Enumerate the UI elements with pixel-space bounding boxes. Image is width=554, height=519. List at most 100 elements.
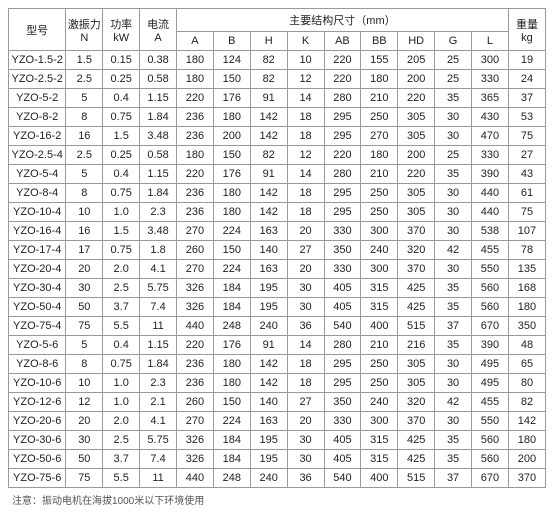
cell-model: YZO-2.5-2 xyxy=(9,70,66,89)
cell-value: 2.0 xyxy=(103,412,140,431)
cell-value: 1.84 xyxy=(140,184,177,203)
cell-value: 18 xyxy=(287,355,324,374)
cell-value: 180 xyxy=(213,374,250,393)
cell-value: 5.75 xyxy=(140,431,177,450)
cell-value: 10 xyxy=(66,374,103,393)
cell-value: 61 xyxy=(508,184,545,203)
table-header: 型号 激振力N 功率kW 电流A 主要结构尺寸（mm） 重量kg ABHKABB… xyxy=(9,9,546,51)
cell-value: 365 xyxy=(472,89,509,108)
cell-value: 36 xyxy=(287,469,324,488)
cell-value: 30 xyxy=(435,355,472,374)
cell-value: 27 xyxy=(287,393,324,412)
col-dim-g: G xyxy=(435,32,472,51)
cell-value: 220 xyxy=(177,165,214,184)
cell-value: 150 xyxy=(213,70,250,89)
cell-value: 195 xyxy=(250,298,287,317)
table-row: YZO-75-6755.5114402482403654040051537670… xyxy=(9,469,546,488)
cell-value: 1.5 xyxy=(66,51,103,70)
cell-value: 5.5 xyxy=(103,317,140,336)
cell-value: 176 xyxy=(213,89,250,108)
cell-value: 670 xyxy=(472,469,509,488)
cell-value: 2.3 xyxy=(140,203,177,222)
cell-value: 20 xyxy=(287,222,324,241)
cell-value: 295 xyxy=(324,355,361,374)
cell-value: 200 xyxy=(508,450,545,469)
cell-value: 295 xyxy=(324,374,361,393)
cell-value: 295 xyxy=(324,184,361,203)
cell-value: 142 xyxy=(508,412,545,431)
cell-value: 16 xyxy=(66,127,103,146)
cell-value: 142 xyxy=(250,374,287,393)
cell-model: YZO-20-4 xyxy=(9,260,66,279)
cell-value: 1.0 xyxy=(103,374,140,393)
cell-value: 25 xyxy=(435,146,472,165)
cell-value: 195 xyxy=(250,431,287,450)
cell-value: 260 xyxy=(177,393,214,412)
cell-value: 560 xyxy=(472,279,509,298)
cell-value: 2.5 xyxy=(103,279,140,298)
table-row: YZO-8-280.751.84236180142182952503053043… xyxy=(9,108,546,127)
cell-model: YZO-1.5-2 xyxy=(9,51,66,70)
cell-value: 10 xyxy=(287,51,324,70)
cell-value: 75 xyxy=(508,127,545,146)
cell-model: YZO-10-4 xyxy=(9,203,66,222)
cell-value: 0.15 xyxy=(103,51,140,70)
table-row: YZO-5-250.41.152201769114280210220353653… xyxy=(9,89,546,108)
cell-value: 326 xyxy=(177,279,214,298)
cell-value: 163 xyxy=(250,260,287,279)
table-row: YZO-50-4503.77.4326184195304053154253556… xyxy=(9,298,546,317)
cell-value: 1.15 xyxy=(140,165,177,184)
cell-value: 30 xyxy=(435,108,472,127)
cell-model: YZO-8-2 xyxy=(9,108,66,127)
cell-value: 37 xyxy=(435,469,472,488)
cell-value: 224 xyxy=(213,412,250,431)
cell-value: 0.75 xyxy=(103,241,140,260)
cell-value: 495 xyxy=(472,355,509,374)
cell-value: 163 xyxy=(250,412,287,431)
cell-value: 220 xyxy=(177,336,214,355)
cell-value: 0.75 xyxy=(103,108,140,127)
col-power: 功率kW xyxy=(103,9,140,51)
cell-value: 27 xyxy=(287,241,324,260)
cell-value: 320 xyxy=(398,241,435,260)
cell-value: 200 xyxy=(213,127,250,146)
cell-value: 320 xyxy=(398,393,435,412)
cell-value: 250 xyxy=(361,374,398,393)
table-row: YZO-10-4101.02.3236180142182952503053044… xyxy=(9,203,546,222)
cell-value: 1.8 xyxy=(140,241,177,260)
cell-value: 425 xyxy=(398,279,435,298)
cell-value: 300 xyxy=(361,260,398,279)
cell-value: 142 xyxy=(250,355,287,374)
cell-value: 300 xyxy=(472,51,509,70)
table-row: YZO-1.5-21.50.150.3818012482102201552052… xyxy=(9,51,546,70)
cell-value: 18 xyxy=(287,127,324,146)
table-row: YZO-50-6503.77.4326184195304053154253556… xyxy=(9,450,546,469)
cell-value: 50 xyxy=(66,298,103,317)
cell-value: 0.4 xyxy=(103,336,140,355)
cell-value: 180 xyxy=(177,70,214,89)
cell-value: 184 xyxy=(213,431,250,450)
cell-value: 11 xyxy=(140,317,177,336)
cell-value: 30 xyxy=(435,374,472,393)
cell-value: 180 xyxy=(213,184,250,203)
cell-value: 30 xyxy=(435,260,472,279)
cell-value: 270 xyxy=(177,222,214,241)
cell-value: 135 xyxy=(508,260,545,279)
table-row: YZO-30-4302.55.7532618419530405315425355… xyxy=(9,279,546,298)
cell-value: 24 xyxy=(508,70,545,89)
col-dim-ab: AB xyxy=(324,32,361,51)
cell-model: YZO-8-6 xyxy=(9,355,66,374)
cell-value: 250 xyxy=(361,203,398,222)
cell-value: 35 xyxy=(435,450,472,469)
cell-value: 560 xyxy=(472,450,509,469)
cell-value: 140 xyxy=(250,393,287,412)
cell-value: 17 xyxy=(66,241,103,260)
table-row: YZO-16-4161.53.4827022416320330300370305… xyxy=(9,222,546,241)
col-dim-a: A xyxy=(177,32,214,51)
cell-value: 0.75 xyxy=(103,355,140,374)
cell-value: 176 xyxy=(213,165,250,184)
table-row: YZO-5-450.41.152201769114280210220353904… xyxy=(9,165,546,184)
cell-value: 405 xyxy=(324,450,361,469)
cell-value: 236 xyxy=(177,108,214,127)
cell-value: 7.4 xyxy=(140,298,177,317)
